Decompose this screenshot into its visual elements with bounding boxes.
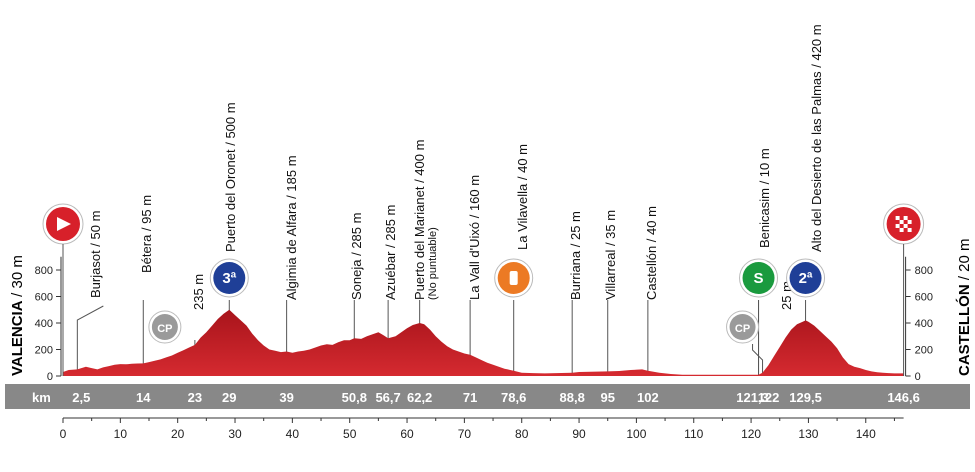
waypoint-label: Bétera / 95 m bbox=[139, 195, 154, 273]
waypoint-label: Burjasot / 50 m bbox=[88, 211, 103, 298]
checker-square bbox=[907, 220, 912, 224]
km-marker-label: 39 bbox=[279, 390, 293, 405]
waypoint-label: 235 m bbox=[191, 274, 206, 310]
x-tick-label: 100 bbox=[626, 427, 646, 441]
km-marker-label: 23 bbox=[188, 390, 202, 405]
x-tick-label: 70 bbox=[458, 427, 472, 441]
x-tick-label: 20 bbox=[171, 427, 185, 441]
play-arrow-icon bbox=[57, 217, 71, 231]
start-town-name: VALENCIA bbox=[9, 300, 26, 376]
x-tick-label: 130 bbox=[798, 427, 818, 441]
checker-square bbox=[899, 228, 904, 232]
climb-marker-icon: 3ª bbox=[209, 258, 249, 298]
km-marker-label: 56,7 bbox=[375, 390, 400, 405]
km-marker-label: 78,6 bbox=[501, 390, 526, 405]
checker-square bbox=[899, 220, 904, 224]
waypoint-label: Benicasim / 10 m bbox=[757, 148, 772, 248]
marker-disc bbox=[213, 262, 246, 294]
checker-square bbox=[895, 224, 900, 228]
x-tick-label: 0 bbox=[60, 427, 67, 441]
km-marker-label: 14 bbox=[136, 390, 151, 405]
checker-square bbox=[903, 216, 908, 220]
waypoint-label: Castellón / 40 m bbox=[644, 206, 659, 300]
marker-disc bbox=[789, 262, 822, 294]
start-town-label: VALENCIA / 30 m bbox=[9, 255, 26, 376]
waypoint-label: Soneja / 285 m bbox=[349, 213, 364, 300]
km-marker-label: 122 bbox=[758, 390, 780, 405]
start-town-altitude: / 30 m bbox=[9, 255, 26, 297]
y-tick-label-right: 400 bbox=[915, 318, 933, 330]
waypoint-label: Algimia de Alfara / 185 m bbox=[284, 155, 299, 300]
x-tick-label: 60 bbox=[400, 427, 414, 441]
km-marker-label: 121,3 bbox=[736, 390, 769, 405]
bottle-icon bbox=[509, 271, 518, 285]
x-tick-label: 10 bbox=[114, 427, 128, 441]
km-marker-label: 29 bbox=[222, 390, 236, 405]
waypoint-label: Azuébar / 285 m bbox=[383, 205, 398, 300]
marker-text: CP bbox=[735, 323, 750, 335]
x-tick-label: 30 bbox=[228, 427, 242, 441]
checker-square bbox=[895, 216, 900, 220]
marker-text: S bbox=[754, 270, 764, 287]
x-tick-label: 140 bbox=[856, 427, 876, 441]
y-tick-label-right: 0 bbox=[915, 371, 921, 383]
km-marker-label: 102 bbox=[637, 390, 659, 405]
waypoint-label: Puerto del Marianet / 400 m bbox=[412, 140, 427, 300]
y-tick-label-right: 200 bbox=[915, 345, 933, 357]
waypoint-sublabel: (No puntuable) bbox=[427, 227, 439, 300]
feed-marker-icon bbox=[494, 258, 534, 298]
x-tick-label: 50 bbox=[343, 427, 357, 441]
checkpoint-marker-icon: CP bbox=[726, 310, 760, 344]
y-tick-label-left: 600 bbox=[35, 292, 53, 304]
waypoint-label: Puerto del Oronet / 500 m bbox=[223, 102, 238, 252]
waypoint-line bbox=[76, 305, 104, 376]
y-tick-label-left: 400 bbox=[35, 318, 53, 330]
km-marker-label: 88,8 bbox=[560, 390, 585, 405]
marker-text: 2ª bbox=[799, 270, 813, 287]
start-marker-icon bbox=[42, 203, 84, 376]
finish-marker-icon bbox=[883, 203, 925, 376]
climb-marker-icon: 2ª bbox=[786, 258, 826, 298]
finish-town-label: CASTELLÓN / 20 m bbox=[955, 238, 973, 376]
finish-town-name: CASTELLÓN bbox=[955, 284, 973, 376]
marker-disc bbox=[151, 314, 178, 340]
checker-square bbox=[903, 224, 908, 228]
marker-disc bbox=[742, 262, 775, 294]
y-tick-label-right: 800 bbox=[915, 265, 933, 277]
y-tick-label-left: 0 bbox=[47, 371, 53, 383]
y-tick-label-left: 800 bbox=[35, 265, 53, 277]
x-tick-label: 110 bbox=[684, 427, 703, 441]
sprint-marker-icon: S bbox=[739, 258, 779, 298]
waypoint-label: Burriana / 25 m bbox=[568, 211, 583, 300]
x-tick-label: 40 bbox=[286, 427, 300, 441]
x-tick-label: 90 bbox=[572, 427, 586, 441]
waypoint-label: La Vall d'Uixó / 160 m bbox=[467, 175, 482, 300]
waypoint-label: Alto del Desierto de las Palmas / 420 m bbox=[809, 24, 824, 252]
x-tick-label: 80 bbox=[515, 427, 529, 441]
y-tick-label-right: 600 bbox=[915, 292, 933, 304]
km-marker-label: 62,2 bbox=[407, 390, 432, 405]
km-marker-label: 71 bbox=[463, 390, 477, 405]
waypoint-label: La Vilavella / 40 m bbox=[515, 144, 530, 250]
x-tick-label: 120 bbox=[741, 427, 761, 441]
km-row-label: km bbox=[32, 390, 51, 405]
km-marker-label: 2,5 bbox=[72, 390, 90, 405]
y-tick-label-left: 200 bbox=[35, 345, 53, 357]
checkpoint-marker-icon: CP bbox=[148, 310, 182, 344]
km-marker-label: 129,5 bbox=[789, 390, 822, 405]
marker-text: 3ª bbox=[222, 270, 236, 287]
km-marker-label: 50,8 bbox=[342, 390, 367, 405]
km-marker-label: 146,6 bbox=[887, 390, 920, 405]
km-band bbox=[5, 384, 970, 409]
marker-disc bbox=[729, 314, 756, 340]
elevation-profile-area bbox=[63, 309, 904, 376]
km-marker-label: 95 bbox=[600, 390, 614, 405]
finish-town-altitude: / 20 m bbox=[956, 238, 973, 280]
checker-square bbox=[907, 228, 912, 232]
waypoint-label: Villarreal / 35 m bbox=[603, 210, 618, 300]
waypoint-line bbox=[752, 344, 764, 376]
marker-text: CP bbox=[157, 323, 172, 335]
